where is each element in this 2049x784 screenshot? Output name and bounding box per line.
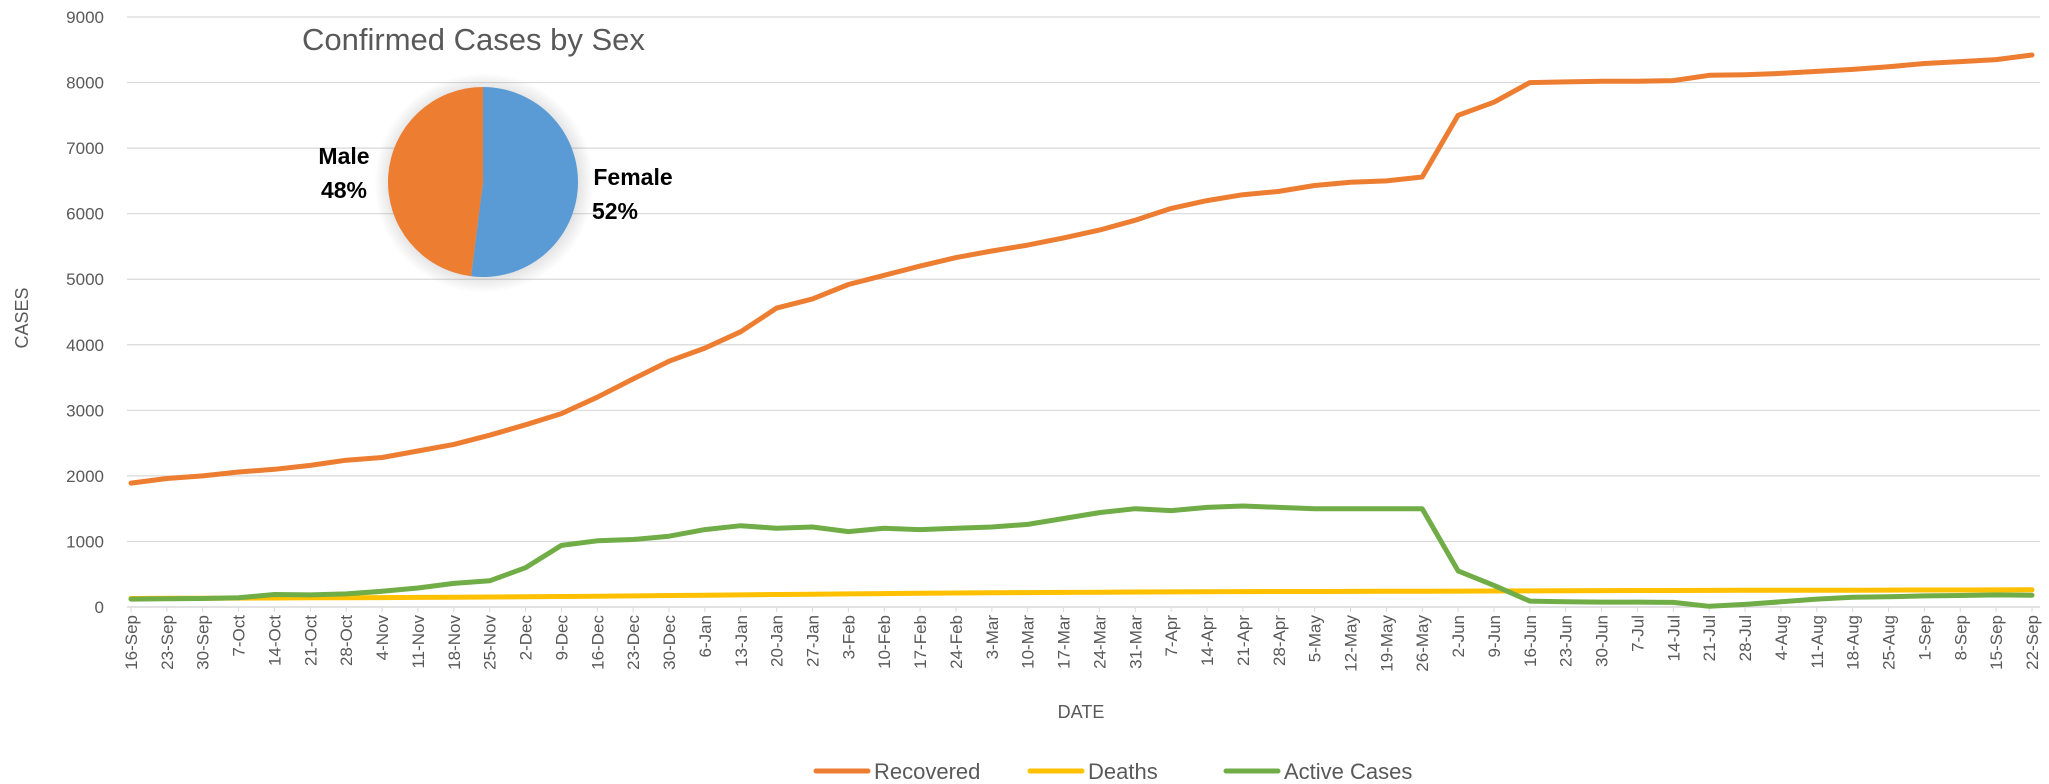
x-tick-label: 24-Mar	[1090, 615, 1109, 669]
pie-title: Confirmed Cases by Sex	[302, 22, 645, 57]
x-tick-label: 10-Feb	[875, 615, 894, 669]
x-tick-label: 28-Oct	[337, 615, 356, 666]
x-tick-label: 30-Jun	[1593, 615, 1612, 667]
x-tick-label: 30-Dec	[660, 615, 679, 670]
x-tick-label: 24-Feb	[947, 615, 966, 669]
x-tick-label: 26-May	[1413, 615, 1432, 672]
x-tick-label: 23-Dec	[624, 615, 643, 670]
x-tick-label: 19-May	[1377, 615, 1396, 672]
x-tick-label: 28-Apr	[1270, 615, 1289, 666]
x-tick-label: 14-Oct	[265, 615, 284, 666]
x-tick-label: 9-Dec	[552, 615, 571, 661]
series-line-active-cases	[128, 503, 2035, 609]
x-tick-label: 23-Sep	[158, 615, 177, 670]
x-tick-label: 16-Dec	[588, 615, 607, 670]
legend-label: Active Cases	[1284, 759, 1412, 784]
x-tick-label: 21-Jul	[1700, 615, 1719, 661]
y-tick-label: 9000	[66, 8, 104, 27]
y-tick-label: 7000	[66, 139, 104, 158]
x-tick-label: 10-Mar	[1019, 615, 1038, 669]
x-axis-ticks: 16-Sep 23-Sep 30-Sep 7-Oct 14-Oct 21-Oct 28-Oc…	[122, 607, 2042, 672]
x-tick-label: 9-Jun	[1485, 615, 1504, 658]
x-tick-label: 18-Nov	[445, 615, 464, 670]
x-tick-label: 20-Jan	[768, 615, 787, 667]
x-axis-title: DATE	[1058, 702, 1105, 722]
y-tick-label: 8000	[66, 74, 104, 93]
y-tick-label: 4000	[66, 336, 104, 355]
x-tick-label: 16-Jun	[1521, 615, 1540, 667]
legend-label: Recovered	[874, 759, 980, 784]
x-tick-label: 22-Sep	[2023, 615, 2042, 670]
x-tick-label: 2-Jun	[1449, 615, 1468, 658]
x-tick-label: 14-Apr	[1198, 615, 1217, 666]
x-tick-label: 12-May	[1342, 615, 1361, 672]
y-tick-label: 3000	[66, 401, 104, 420]
x-tick-label: 21-Apr	[1234, 615, 1253, 666]
y-tick-label: 6000	[66, 205, 104, 224]
x-tick-label: 28-Jul	[1736, 615, 1755, 661]
gridlines	[127, 16, 2040, 543]
x-tick-label: 1-Sep	[1915, 615, 1934, 660]
pie-chart: Confirmed Cases by Sex Female 52% Male 48%	[302, 22, 673, 293]
y-tick-label: 2000	[66, 467, 104, 486]
x-tick-label: 3-Feb	[839, 615, 858, 659]
x-tick-label: 11-Nov	[409, 615, 428, 669]
y-axis-ticks: 0 1000 2000 3000 4000 5000 6000 7000 8000 9000	[66, 8, 104, 617]
pie-label-percent: 52%	[592, 198, 638, 224]
series-lines	[128, 52, 2035, 609]
y-tick-label: 0	[95, 598, 104, 617]
y-axis-title: CASES	[12, 287, 32, 348]
x-tick-label: 18-Aug	[1844, 615, 1863, 670]
x-tick-label: 7-Oct	[230, 615, 249, 657]
pie-label-percent: 48%	[321, 177, 367, 203]
x-tick-label: 7-Jul	[1628, 615, 1647, 652]
x-tick-label: 30-Sep	[194, 615, 213, 670]
x-tick-label: 11-Aug	[1808, 615, 1827, 669]
x-tick-label: 14-Jul	[1664, 615, 1683, 661]
x-tick-label: 6-Jan	[696, 615, 715, 658]
pie-slice-female	[471, 87, 578, 277]
legend: Recovered Deaths Active Cases	[813, 759, 1412, 784]
y-tick-label: 1000	[66, 532, 104, 551]
y-tick-label: 5000	[66, 270, 104, 289]
x-tick-label: 17-Mar	[1055, 615, 1074, 669]
x-tick-label: 3-Mar	[983, 615, 1002, 660]
x-tick-label: 13-Jan	[732, 615, 751, 667]
series-line-recovered	[128, 52, 2035, 486]
x-tick-label: 8-Sep	[1951, 615, 1970, 660]
x-tick-label: 16-Sep	[122, 615, 141, 670]
x-tick-label: 17-Feb	[911, 615, 930, 669]
pie-label-name: Male	[318, 143, 369, 169]
x-tick-label: 5-May	[1306, 615, 1325, 663]
pie-label-name: Female	[593, 164, 672, 190]
x-tick-label: 23-Jun	[1557, 615, 1576, 667]
x-tick-label: 15-Sep	[1987, 615, 2006, 670]
pie-slice-male	[388, 87, 483, 277]
x-tick-label: 4-Aug	[1772, 615, 1791, 660]
x-tick-label: 25-Nov	[481, 615, 500, 670]
series-line-deaths	[128, 587, 2035, 601]
x-tick-label: 4-Nov	[373, 615, 392, 661]
x-tick-label: 27-Jan	[803, 615, 822, 667]
legend-label: Deaths	[1088, 759, 1158, 784]
x-tick-label: 25-Aug	[1880, 615, 1899, 670]
x-tick-label: 21-Oct	[301, 615, 320, 666]
x-tick-label: 2-Dec	[517, 615, 536, 661]
x-tick-label: 31-Mar	[1126, 615, 1145, 669]
x-tick-label: 7-Apr	[1162, 615, 1181, 657]
